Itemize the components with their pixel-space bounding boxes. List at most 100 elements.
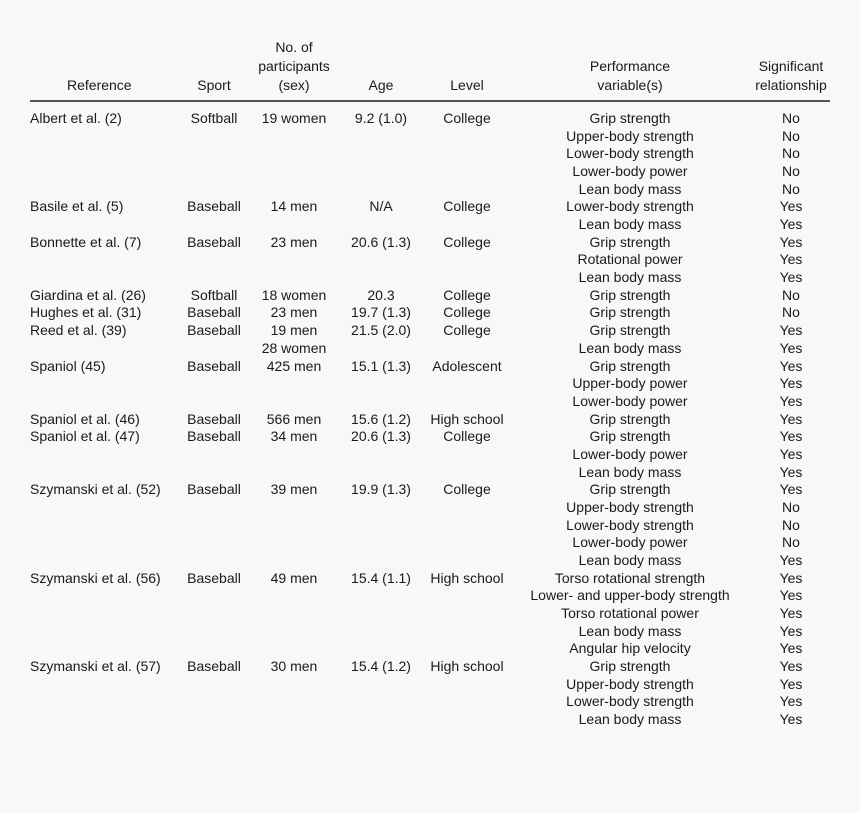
cell-participants: 425 men — [266, 357, 322, 374]
table-row: Albert et al. (2) Softball 19 women 9.2 (1.… — [0, 109, 860, 127]
cell-performance: Upper-body strength — [566, 675, 694, 692]
cell-participants: 566 men — [266, 410, 322, 427]
cell-participants: 49 men — [270, 569, 318, 586]
cell-age: 19.7 (1.3) — [351, 304, 411, 321]
table-row: Lower-body power Yes — [0, 445, 860, 463]
cell-significant: Yes — [779, 587, 803, 604]
table-row: Spaniol (45) Baseball 425 men 15.1 (1.3) Ado… — [0, 357, 860, 375]
cell-performance: Lean body mass — [578, 339, 682, 356]
cell-performance: Lower-body strength — [566, 145, 694, 162]
cell-participants: 14 men — [270, 198, 318, 215]
cell-performance: Lower-body power — [572, 392, 688, 409]
header-significant-line: Significant — [758, 58, 824, 74]
cell-level: College — [443, 286, 491, 303]
cell-performance: Grip strength — [589, 481, 671, 498]
cell-level: High school — [430, 410, 504, 427]
cell-significant: Yes — [779, 658, 803, 675]
header-sport: Sport — [197, 77, 231, 93]
table-row: Lower-body strength No — [0, 516, 860, 534]
table-row: 28 women Lean body mass Yes — [0, 339, 860, 357]
cell-performance: Grip strength — [589, 286, 671, 303]
table-row: Upper-body strength Yes — [0, 675, 860, 693]
cell-significant: No — [782, 534, 800, 551]
cell-age: 20.6 (1.3) — [351, 428, 411, 445]
cell-performance: Torso rotational strength — [554, 569, 706, 586]
header-level: Level — [450, 77, 484, 93]
cell-age: 20.6 (1.3) — [351, 233, 411, 250]
cell-sport: Baseball — [187, 322, 241, 339]
cell-participants: 28 women — [261, 339, 327, 356]
cell-age: 15.4 (1.2) — [351, 658, 411, 675]
table-row: Upper-body power Yes — [0, 374, 860, 392]
cell-performance: Lean body mass — [578, 463, 682, 480]
cell-level: High school — [430, 658, 504, 675]
table-row: Angular hip velocity Yes — [0, 639, 860, 657]
table-row: Giardina et al. (26) Softball 18 women 20.3… — [0, 286, 860, 304]
cell-performance: Lean body mass — [578, 552, 682, 568]
table-row: Lower-body power No — [0, 533, 860, 551]
cell-significant: No — [782, 127, 800, 144]
cell-level: College — [443, 304, 491, 321]
cell-significant: Yes — [779, 428, 803, 445]
header-performance-line: variable(s) — [597, 77, 663, 93]
cell-significant: Yes — [779, 375, 803, 392]
cell-performance: Grip strength — [589, 322, 671, 339]
cell-significant: Yes — [779, 622, 803, 639]
header-participants-line: (sex) — [278, 77, 310, 93]
cell-sport: Baseball — [187, 304, 241, 321]
cell-significant: Yes — [779, 569, 803, 586]
cell-age: 15.6 (1.2) — [351, 410, 411, 427]
cell-level: College — [443, 322, 491, 339]
cell-performance: Lean body mass — [578, 269, 682, 286]
table-row: Lower-body power Yes — [0, 392, 860, 410]
cell-performance: Grip strength — [589, 410, 671, 427]
cell-age: N/A — [369, 198, 393, 215]
cell-significant: Yes — [779, 552, 803, 568]
cell-participants: 18 women — [261, 286, 327, 303]
cell-reference: Spaniol (45) — [30, 357, 106, 374]
header-participants: No. of participants (sex) — [258, 38, 330, 95]
cell-performance: Lean body mass — [578, 216, 682, 233]
cell-sport: Baseball — [187, 198, 241, 215]
cell-significant: Yes — [779, 198, 803, 215]
cell-performance: Rotational power — [577, 251, 683, 268]
cell-significant: No — [782, 286, 800, 303]
cell-participants: 23 men — [270, 304, 318, 321]
cell-performance: Lean body mass — [578, 622, 682, 639]
cell-performance: Upper-body power — [572, 375, 688, 392]
table-row: Lean body mass Yes — [0, 463, 860, 481]
cell-performance: Lower-body strength — [566, 516, 694, 533]
cell-sport: Baseball — [187, 233, 241, 250]
table-row: Lean body mass Yes — [0, 215, 860, 233]
cell-performance: Lower-body strength — [566, 198, 694, 215]
cell-reference: Spaniol et al. (46) — [30, 410, 140, 427]
cell-age: 9.2 (1.0) — [354, 110, 408, 126]
cell-reference: Szymanski et al. (56) — [30, 569, 161, 586]
cell-sport: Baseball — [187, 569, 241, 586]
cell-performance: Grip strength — [589, 428, 671, 445]
cell-significant: Yes — [779, 675, 803, 692]
cell-age: 21.5 (2.0) — [351, 322, 411, 339]
cell-significant: No — [782, 180, 800, 197]
table-row: Lean body mass Yes — [0, 551, 860, 569]
table-row: Lean body mass Yes — [0, 622, 860, 640]
cell-sport: Baseball — [187, 428, 241, 445]
cell-significant: No — [782, 163, 800, 180]
cell-performance: Lower-body power — [572, 534, 688, 551]
header-participants-line: No. of — [275, 39, 313, 55]
table-row: Lower-body power No — [0, 162, 860, 180]
cell-performance: Lean body mass — [578, 711, 682, 728]
header-performance: Performance variable(s) — [590, 57, 670, 95]
table-row: Lean body mass No — [0, 180, 860, 198]
cell-sport: Baseball — [187, 481, 241, 498]
cell-performance: Upper-body strength — [566, 127, 694, 144]
table-row: Spaniol et al. (46) Baseball 566 men 15.6 (… — [0, 410, 860, 428]
cell-level: Adolescent — [432, 357, 502, 374]
cell-significant: Yes — [779, 605, 803, 622]
cell-performance: Grip strength — [589, 658, 671, 675]
cell-participants: 39 men — [270, 481, 318, 498]
table-row: Basile et al. (5) Baseball 14 men N/A Colleg… — [0, 197, 860, 215]
table-row: Bonnette et al. (7) Baseball 23 men 20.6 (1… — [0, 233, 860, 251]
cell-level: High school — [430, 569, 504, 586]
cell-performance: Lower-body strength — [566, 693, 694, 710]
